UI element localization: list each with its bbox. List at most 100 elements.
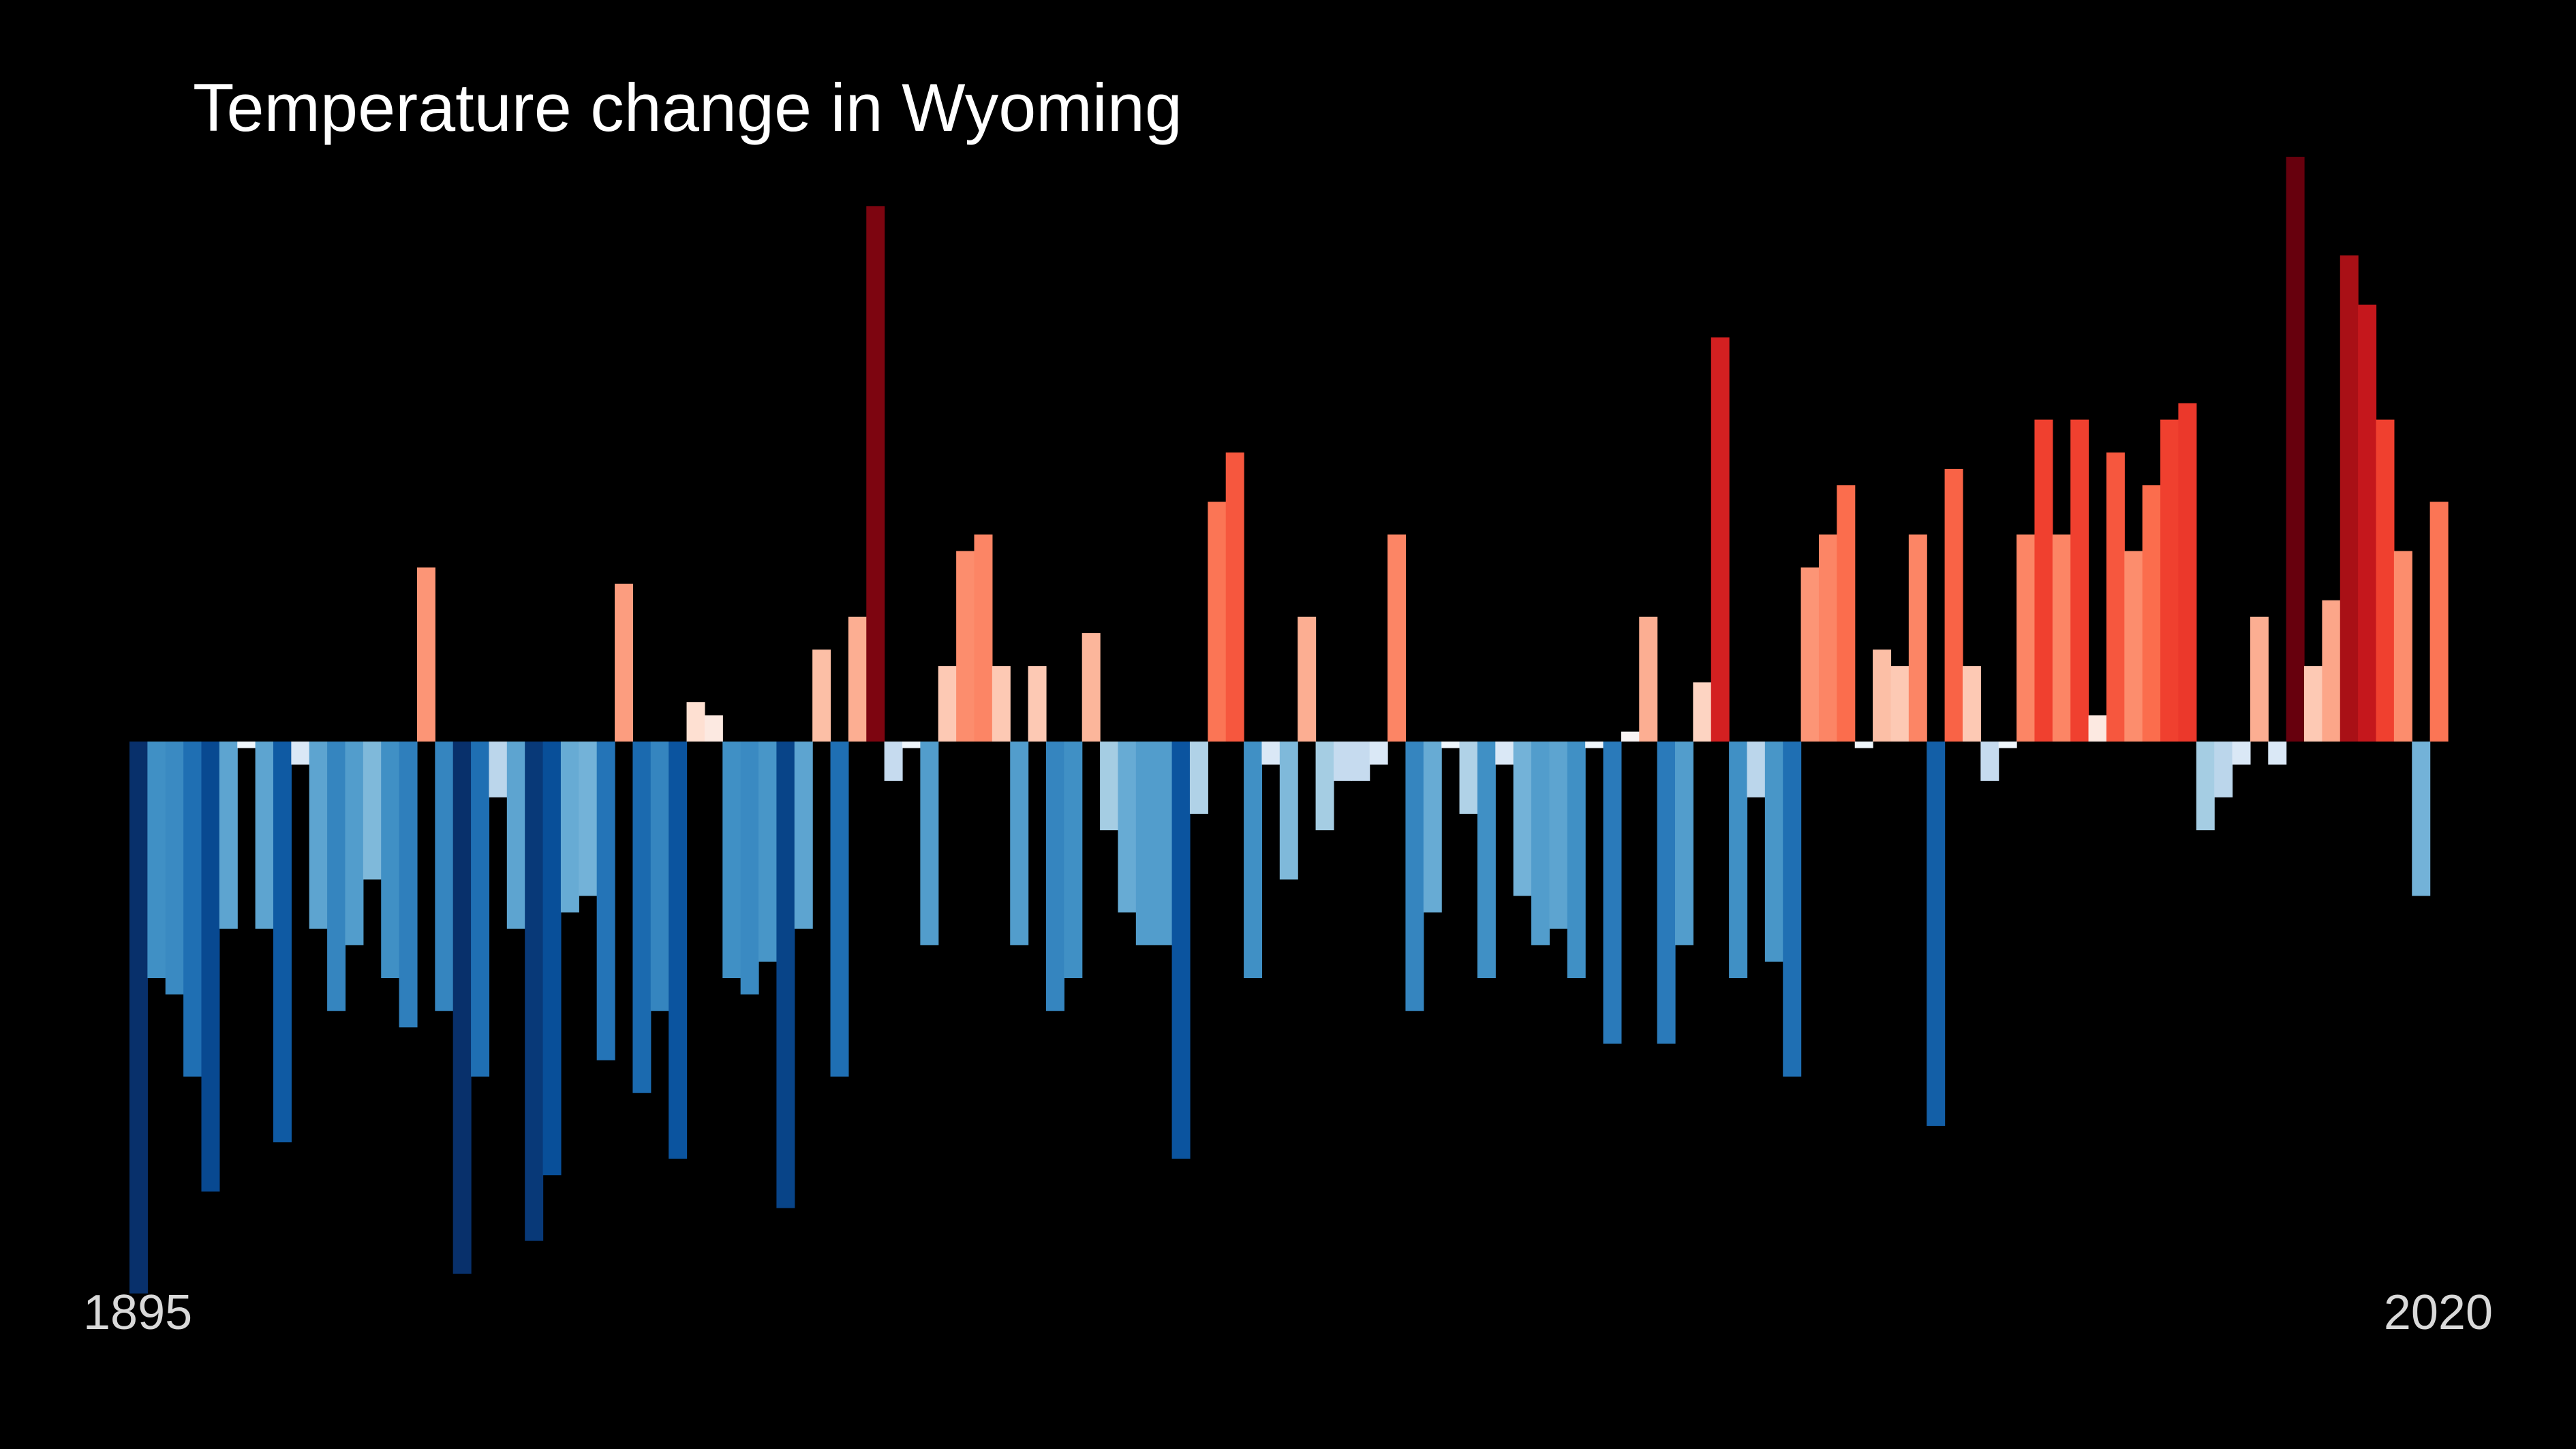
bar-1898 — [183, 742, 202, 1077]
bar-1940 — [938, 666, 957, 742]
bar-1957 — [1244, 742, 1263, 979]
bar-1958 — [1261, 742, 1281, 765]
bar-2002 — [2052, 534, 2071, 742]
bar-1967 — [1423, 742, 1442, 913]
bar-1926 — [686, 702, 705, 742]
bar-1949 — [1100, 742, 1119, 831]
bar-2018 — [2340, 255, 2359, 742]
bar-1952 — [1154, 742, 1173, 945]
x-tick-label-start: 1895 — [83, 1285, 192, 1340]
bar-1937 — [884, 742, 903, 781]
bar-2014 — [2268, 742, 2287, 765]
bar-1941 — [956, 551, 975, 742]
bar-1922 — [615, 583, 634, 742]
bar-1984 — [1729, 742, 1748, 979]
bar-1935 — [848, 616, 867, 742]
bar-1953 — [1171, 742, 1191, 1159]
bar-1961 — [1315, 742, 1334, 831]
bar-1912 — [435, 742, 454, 1011]
bar-1920 — [579, 742, 598, 896]
bar-2004 — [2088, 715, 2107, 742]
bar-1911 — [416, 567, 435, 742]
bar-1997 — [1962, 666, 1981, 742]
bar-1987 — [1783, 742, 1802, 1077]
bar-1901 — [237, 742, 256, 748]
bar-1929 — [740, 742, 759, 995]
bar-1960 — [1298, 616, 1317, 742]
bar-2006 — [2124, 551, 2143, 742]
bar-1982 — [1693, 682, 1712, 742]
bar-1928 — [722, 742, 741, 979]
bar-1921 — [596, 742, 615, 1061]
bar-1959 — [1279, 742, 1298, 880]
bar-2019 — [2358, 304, 2377, 742]
bar-1933 — [812, 650, 831, 742]
bar-1973 — [1531, 742, 1550, 945]
bar-1934 — [830, 742, 849, 1077]
bar-2012 — [2232, 742, 2251, 765]
bar-2020 — [2376, 419, 2395, 742]
bar-1944 — [1010, 742, 1029, 945]
bar-1964 — [1369, 742, 1388, 765]
bar-1895 — [129, 742, 148, 1294]
bar-1963 — [1351, 742, 1370, 781]
bar-1936 — [866, 206, 885, 742]
bar-1904 — [291, 742, 310, 765]
bar-1918 — [542, 742, 562, 1176]
bar-1962 — [1333, 742, 1352, 781]
bar-1999 — [1998, 742, 2017, 748]
bar-1948 — [1082, 632, 1101, 742]
bar-2022 — [2412, 742, 2431, 896]
bar-2005 — [2106, 452, 2125, 742]
bar-1985 — [1747, 742, 1766, 797]
bar-1989 — [1818, 534, 1837, 742]
bar-1905 — [309, 742, 328, 929]
bar-1942 — [974, 534, 993, 742]
bar-1907 — [345, 742, 364, 945]
bar-1924 — [650, 742, 669, 1011]
bar-1977 — [1603, 742, 1622, 1044]
bar-1970 — [1477, 742, 1496, 979]
bar-1991 — [1854, 742, 1873, 748]
bar-1927 — [704, 715, 723, 742]
bar-1954 — [1189, 742, 1208, 814]
bar-1979 — [1639, 616, 1658, 742]
bar-1998 — [1980, 742, 1999, 781]
chart-title: Temperature change in Wyoming — [193, 70, 1182, 145]
bar-1896 — [147, 742, 166, 979]
bar-1913 — [453, 742, 472, 1274]
bar-2023 — [2429, 502, 2449, 742]
bar-1983 — [1711, 337, 1730, 742]
bar-1996 — [1944, 468, 1963, 742]
bar-1943 — [992, 666, 1011, 742]
bar-1974 — [1549, 742, 1568, 929]
bar-1988 — [1800, 567, 1820, 742]
bar-1947 — [1064, 742, 1083, 979]
bar-1939 — [920, 742, 939, 945]
bar-1910 — [399, 742, 418, 1028]
bar-1925 — [669, 742, 688, 1159]
bar-2016 — [2304, 666, 2322, 742]
bar-1932 — [794, 742, 813, 929]
bar-1909 — [381, 742, 400, 979]
bar-1946 — [1045, 742, 1064, 1011]
bar-1995 — [1927, 742, 1946, 1126]
bar-1902 — [255, 742, 274, 929]
bar-1968 — [1441, 742, 1460, 748]
bar-1903 — [273, 742, 292, 1143]
bar-1990 — [1837, 485, 1856, 742]
bar-1919 — [560, 742, 579, 913]
bar-2001 — [2034, 419, 2053, 742]
bar-1906 — [327, 742, 346, 1011]
bar-1976 — [1585, 742, 1604, 748]
bar-2017 — [2322, 600, 2341, 742]
bar-1938 — [902, 742, 921, 748]
bar-1975 — [1567, 742, 1586, 979]
bar-1980 — [1657, 742, 1676, 1044]
bar-1971 — [1495, 742, 1514, 765]
bar-1965 — [1387, 534, 1407, 742]
bar-2010 — [2196, 742, 2215, 831]
bar-1955 — [1208, 502, 1227, 742]
bar-1897 — [165, 742, 184, 995]
